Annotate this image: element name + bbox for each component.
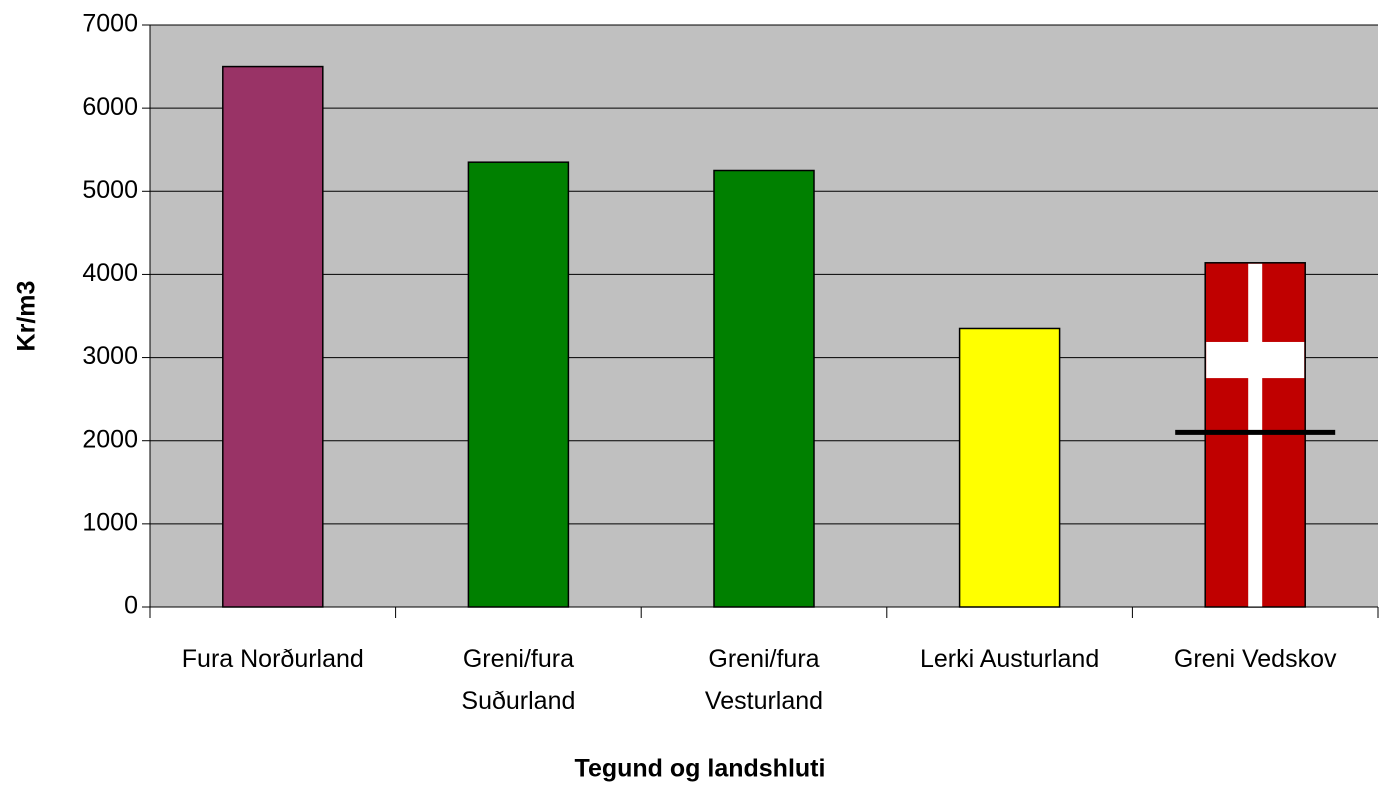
flag-cross-vertical [1248, 263, 1263, 607]
y-tick-label: 7000 [82, 10, 138, 38]
x-tick-label: Greni Vedskov [1174, 645, 1337, 673]
x-tick-label: Lerki Austurland [920, 645, 1099, 673]
y-tick-label: 2000 [82, 425, 138, 453]
y-tick-label: 6000 [82, 93, 138, 121]
y-tick-label: 1000 [82, 508, 138, 536]
y-axis-title: Kr/m3 [13, 281, 41, 352]
x-tick-label: Greni/fura Suðurland [461, 645, 575, 715]
y-tick-label: 4000 [82, 259, 138, 287]
x-tick-label: Greni/fura Vesturland [705, 645, 823, 715]
y-tick-label: 0 [124, 592, 138, 620]
y-tick-label: 5000 [82, 176, 138, 204]
x-tick-label: Fura Norðurland [182, 645, 364, 673]
bar [467, 161, 570, 608]
bar [713, 169, 815, 608]
flag-cross-horizontal [1206, 341, 1305, 379]
y-tick-label: 3000 [82, 342, 138, 370]
bar [222, 65, 324, 608]
bar [958, 327, 1061, 608]
x-axis-title: Tegund og landshluti [575, 755, 826, 783]
